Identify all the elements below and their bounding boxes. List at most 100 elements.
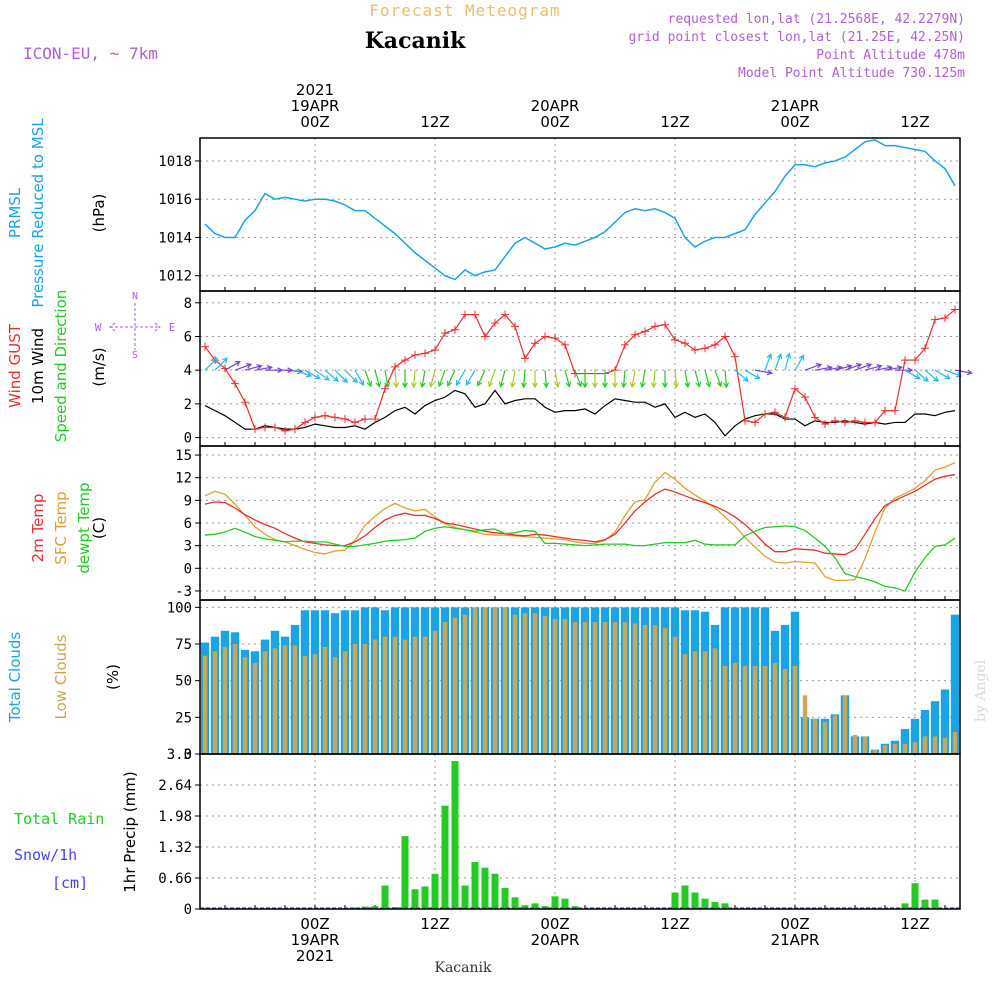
compass-w: W (95, 321, 102, 334)
gust-marker (501, 310, 509, 319)
low-cloud-bar (392, 636, 398, 754)
low-cloud-bar (352, 644, 358, 754)
top-time-label: 00Z (780, 113, 809, 131)
top-time-label: 2021 (296, 81, 334, 99)
wind-speed-line (204, 389, 956, 437)
gust-marker (441, 329, 449, 338)
gust-marker (511, 322, 519, 331)
gust-marker (491, 319, 499, 328)
dewpt-line (204, 525, 956, 592)
y-tick-label: 2 (184, 397, 192, 413)
wind-direction-arrow (364, 369, 373, 388)
y-tick-label: 0 (184, 902, 192, 918)
gust-marker (301, 418, 309, 427)
gust-marker (451, 325, 459, 334)
wind-direction-arrow (834, 364, 853, 371)
gust-marker (621, 340, 629, 349)
wind-direction-arrow (294, 369, 313, 378)
chart-subtitle: Forecast Meteogram (369, 1, 560, 20)
low-cloud-bar (842, 695, 848, 754)
wind-direction-arrow (704, 370, 712, 388)
rain-bar (451, 761, 459, 909)
low-cloud-bar (242, 657, 248, 754)
low-cloud-bar (692, 651, 698, 754)
low-cloud-bar (812, 718, 818, 754)
low-cloud-bar (592, 622, 598, 754)
low-cloud-bar (572, 622, 578, 754)
gust-marker (651, 322, 659, 331)
wind-direction-arrow (465, 369, 476, 386)
wind-direction-arrow (402, 370, 408, 389)
y-tick-label: 50 (175, 674, 192, 690)
wind-direction-arrow (304, 369, 321, 380)
wind-direction-arrow (314, 369, 330, 381)
y-axis-unit: (%) (104, 664, 122, 690)
wind-direction-arrow (419, 370, 426, 389)
panel-frame (199, 753, 961, 910)
top-time-label: 00Z (300, 113, 329, 131)
rain-bar (381, 885, 389, 909)
gust-marker (691, 345, 699, 354)
low-cloud-bar (202, 655, 208, 754)
gust-marker (521, 354, 529, 363)
low-cloud-bar (662, 627, 668, 754)
wind-direction-arrow (520, 370, 527, 389)
low-cloud-bar (532, 613, 538, 754)
gust-marker (311, 413, 319, 422)
wind-direction-arrow (324, 369, 339, 382)
low-cloud-bar (562, 619, 568, 754)
low-cloud-bar (792, 666, 798, 754)
wind-direction-arrow (554, 370, 561, 389)
wind-direction-arrow (844, 363, 863, 371)
bottom-time-label: 12Z (900, 915, 929, 933)
wind-direction-arrow (602, 370, 608, 389)
compass-s: S (132, 350, 138, 361)
low-cloud-bar (642, 624, 648, 754)
low-cloud-bar (482, 607, 488, 754)
low-cloud-bar (262, 651, 268, 754)
total-cloud-bar (920, 710, 930, 754)
gust-marker (701, 344, 709, 353)
wind-direction-arrow (612, 370, 618, 389)
low-cloud-bar (542, 616, 548, 754)
wind-direction-arrow (754, 369, 773, 376)
low-cloud-bar (712, 648, 718, 754)
wind-direction-arrow (410, 370, 417, 389)
gust-marker (381, 384, 389, 393)
bottom-time-label: 20APR (531, 931, 580, 949)
low-cloud-bar (652, 624, 658, 754)
low-cloud-bar (512, 614, 518, 754)
y-tick-label: 1016 (158, 192, 192, 208)
top-time-label: 19APR (291, 97, 340, 115)
wind-direction-arrow (428, 370, 436, 388)
rain-bar (691, 892, 699, 909)
wind-direction-arrow (854, 363, 873, 371)
total-cloud-bar (940, 689, 950, 754)
wind-direction-arrow (509, 370, 516, 389)
wind-direction-arrow (582, 370, 588, 389)
low-cloud-bar (582, 622, 588, 754)
y-tick-label: 0.66 (158, 871, 192, 887)
y-tick-label: 4 (184, 363, 192, 379)
low-cloud-bar (632, 623, 638, 754)
gust-marker (551, 334, 559, 343)
low-cloud-bar (212, 651, 218, 754)
rain-bar (401, 836, 409, 909)
low-cloud-bar (522, 613, 528, 754)
wind-direction-arrow (884, 365, 903, 371)
low-cloud-bar (942, 737, 948, 754)
rain-bar (461, 885, 469, 909)
y-axis-title: Total Clouds (6, 632, 24, 724)
y-tick-label: 3.3 (167, 747, 192, 763)
station-title: Kacanik (365, 28, 466, 54)
gust-marker (751, 418, 759, 427)
gust-marker (871, 418, 879, 427)
y-tick-label: 100 (167, 600, 192, 616)
wind-direction-arrow (574, 369, 583, 388)
top-time-label: 12Z (900, 113, 929, 131)
gust-marker (951, 305, 959, 314)
gust-marker (721, 332, 729, 341)
rain-bar (441, 805, 449, 909)
low-cloud-bar (322, 646, 328, 754)
